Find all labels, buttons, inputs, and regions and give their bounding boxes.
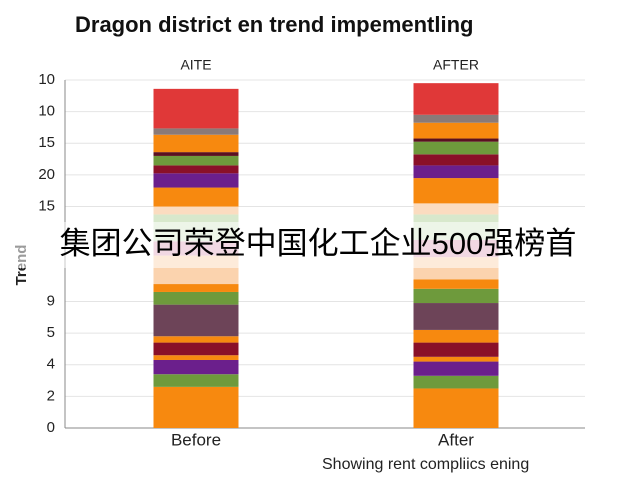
overlay-band xyxy=(0,222,640,268)
y-tick-label: 4 xyxy=(47,356,55,373)
bar-segment xyxy=(413,288,499,304)
y-tick-label: 20 xyxy=(38,166,55,183)
y-tick-label: 15 xyxy=(38,134,55,151)
y-tick-label: 15 xyxy=(38,198,55,215)
bar-segment xyxy=(413,342,499,357)
bar-segment xyxy=(153,374,239,387)
bar-segment xyxy=(413,329,499,343)
chart-subtitle: Showing rent compliics ening xyxy=(322,456,529,473)
bar-segment xyxy=(153,165,239,174)
bar-segment xyxy=(413,141,499,155)
overlay: 集团公司荣登中国化工企业500强榜首 xyxy=(0,222,640,268)
bar-annotation: AITE xyxy=(180,57,211,73)
y-tick-label: 10 xyxy=(38,71,55,88)
bar-segment xyxy=(153,187,239,207)
bar-segment xyxy=(153,173,239,188)
y-tick-label: 10 xyxy=(38,103,55,120)
y-tick-label: 2 xyxy=(47,387,55,404)
bar-segment xyxy=(153,291,239,305)
bar-segment xyxy=(153,355,239,360)
plot-area: 0 2 4 5 9 15 20 15 10 10 Before AITE After AFTER xyxy=(38,57,585,449)
bar-segment xyxy=(153,386,239,428)
bar-segment xyxy=(413,154,499,166)
bar-segment xyxy=(413,303,499,330)
bar-segment xyxy=(413,203,499,215)
overlay-text: 集团公司荣登中国化工企业500强榜首 xyxy=(60,226,577,261)
bar-segment xyxy=(413,375,499,389)
bar-segment xyxy=(153,304,239,337)
bar-segment xyxy=(153,342,239,356)
bar-segment xyxy=(413,356,499,362)
bar-segment xyxy=(153,88,239,129)
bar-segment xyxy=(413,361,499,376)
bar-segment xyxy=(413,114,499,123)
chart-title: Dragon district en trend impementling xyxy=(75,12,473,37)
x-tick-label: After xyxy=(438,430,474,449)
bar-segment xyxy=(413,83,499,115)
x-tick-label: Before xyxy=(171,430,221,449)
bar-segment xyxy=(413,122,499,139)
bar-segment xyxy=(153,155,239,166)
bar-segment xyxy=(153,128,239,135)
bar-annotation: AFTER xyxy=(433,57,479,73)
bar-segment xyxy=(153,359,239,375)
y-tick-label: 9 xyxy=(47,292,55,309)
bar-segment xyxy=(153,206,239,215)
bar-segment xyxy=(413,388,499,428)
bar-segment xyxy=(153,134,239,153)
bar-segment xyxy=(153,284,239,292)
bar-segment xyxy=(413,178,499,204)
bar-segment xyxy=(413,138,499,142)
bar-segment xyxy=(153,336,239,343)
y-tick-label: 0 xyxy=(47,419,55,436)
bar-segment xyxy=(413,279,499,289)
y-tick-label: 5 xyxy=(47,324,55,341)
bar-segment xyxy=(413,165,499,179)
bar-segment xyxy=(153,152,239,156)
